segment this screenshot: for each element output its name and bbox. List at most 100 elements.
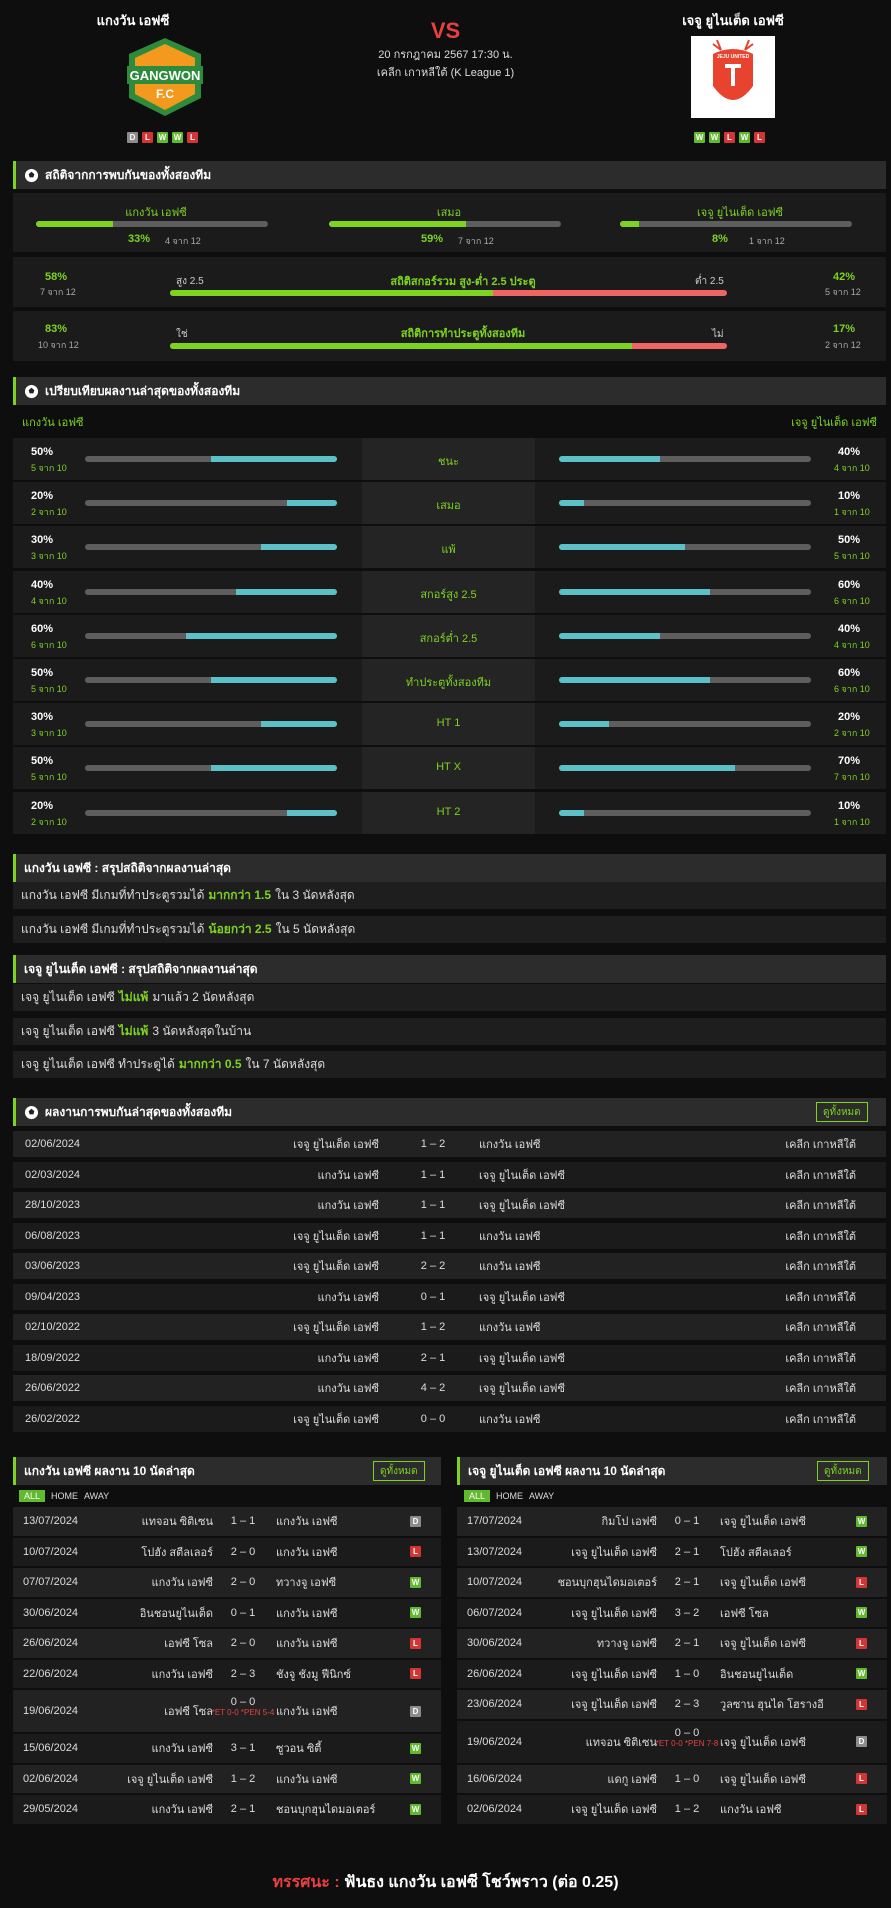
match-home[interactable]: ชอนบุกฮุนไดมอเตอร์: [557, 1577, 657, 1590]
home_last10-row[interactable]: 15/06/2024 แกงวัน เอฟซี 3 – 1 ซูวอน ซิตี้ W: [13, 1734, 441, 1763]
away-last10-see-all-button[interactable]: ดูทั้งหมด: [817, 1461, 869, 1481]
match-away[interactable]: เอฟซี โซล: [720, 1607, 769, 1620]
match-away[interactable]: ทวางจู เอฟซี: [276, 1577, 337, 1590]
h2h-home[interactable]: เจจู ยูไนเต็ด เอฟซี: [293, 1322, 379, 1334]
h2h-result-row[interactable]: 03/06/2023 เจจู ยูไนเต็ด เอฟซี 2 – 2 แกงวัน…: [13, 1253, 886, 1279]
match-home[interactable]: เจจู ยูไนเต็ด เอฟซี: [571, 1699, 657, 1712]
h2h-away[interactable]: เจจู ยูไนเต็ด เอฟซี: [479, 1169, 565, 1182]
h2h-col-label[interactable]: แกงวัน เอฟซี: [125, 207, 187, 219]
h2h-away[interactable]: แกงวัน เอฟซี: [479, 1322, 541, 1334]
home_last10-row[interactable]: 07/07/2024 แกงวัน เอฟซี 2 – 0 ทวางจู เอฟซี W: [13, 1568, 441, 1597]
away_last10-row[interactable]: 13/07/2024 เจจู ยูไนเต็ด เอฟซี 2 – 1 โปฮัง …: [457, 1537, 887, 1566]
match-away[interactable]: แกงวัน เอฟซี: [276, 1773, 338, 1786]
h2h-home[interactable]: แกงวัน เอฟซี: [317, 1291, 380, 1304]
away_last10-row[interactable]: 06/07/2024 เจจู ยูไนเต็ด เอฟซี 3 – 2 เอฟซี …: [457, 1598, 887, 1627]
home_last10-row[interactable]: 19/06/2024 เอฟซี โซล 0 – 0 *ET 0-0 *PEN 5-4…: [13, 1690, 441, 1732]
match-away[interactable]: ซูวอน ซิตี้: [276, 1743, 322, 1756]
h2h-home[interactable]: แกงวัน เอฟซี: [317, 1200, 380, 1212]
home-tab-away[interactable]: AWAY: [84, 1491, 110, 1501]
compare-home-label[interactable]: แกงวัน เอฟซี: [22, 417, 84, 429]
h2h-home[interactable]: เจจู ยูไนเต็ด เอฟซี: [293, 1139, 379, 1151]
match-home[interactable]: แทจอน ซิติเซน: [585, 1736, 657, 1749]
h2h-result-row[interactable]: 26/02/2022 เจจู ยูไนเต็ด เอฟซี 0 – 0 แกงวัน…: [13, 1405, 886, 1432]
h2h-away[interactable]: เจจู ยูไนเต็ด เอฟซี: [479, 1352, 565, 1365]
away_last10-row[interactable]: 10/07/2024 ชอนบุกฮุนไดมอเตอร์ 2 – 1 เจจู ยู…: [457, 1568, 887, 1597]
h2h-col-label[interactable]: เสมอ: [436, 207, 462, 219]
home-last10-see-all-button[interactable]: ดูทั้งหมด: [373, 1461, 425, 1481]
h2h-result-row[interactable]: 18/09/2022 แกงวัน เอฟซี 2 – 1 เจจู ยูไนเต็ด…: [13, 1344, 886, 1371]
h2h-away[interactable]: แกงวัน เอฟซี: [479, 1261, 541, 1273]
home_last10-row[interactable]: 26/06/2024 เอฟซี โซล 2 – 0 แกงวัน เอฟซี L: [13, 1629, 441, 1658]
home_last10-row[interactable]: 10/07/2024 โปฮัง สตีลเลอร์ 2 – 0 แกงวัน เอฟ…: [13, 1537, 441, 1566]
away_last10-row[interactable]: 16/06/2024 แดกู เอฟซี 1 – 0 เจจู ยูไนเต็ด เ…: [457, 1764, 887, 1793]
match-league[interactable]: เคลีก เกาหลีใต้ (K League 1): [376, 67, 515, 79]
away-tab-home[interactable]: HOME: [496, 1491, 524, 1501]
match-away[interactable]: แกงวัน เอฟซี: [276, 1516, 338, 1529]
match-away[interactable]: ชอนบุกฮุนไดมอเตอร์: [276, 1804, 376, 1817]
away-team-logo[interactable]: JEJU UNITED: [691, 36, 775, 118]
match-home[interactable]: เอฟซี โซล: [164, 1706, 213, 1718]
match-away[interactable]: เจจู ยูไนเต็ด เอฟซี: [720, 1638, 806, 1651]
match-away[interactable]: แกงวัน เอฟซี: [276, 1607, 338, 1620]
match-away[interactable]: เจจู ยูไนเต็ด เอฟซี: [720, 1577, 806, 1590]
away_last10-row[interactable]: 30/06/2024 ทวางจู เอฟซี 2 – 1 เจจู ยูไนเต็ด…: [457, 1629, 887, 1658]
away_last10-row[interactable]: 17/07/2024 กิมโป เอฟซี 0 – 1 เจจู ยูไนเต็ด …: [457, 1507, 887, 1536]
home_last10-row[interactable]: 29/05/2024 แกงวัน เอฟซี 2 – 1 ชอนบุกฮุนไดมอ…: [13, 1795, 441, 1824]
match-home[interactable]: เอฟซี โซล: [164, 1638, 213, 1651]
home_last10-row[interactable]: 22/06/2024 แกงวัน เอฟซี 2 – 3 ชังจู ชังมู ฟ…: [13, 1659, 441, 1688]
away-tab-away[interactable]: AWAY: [529, 1491, 555, 1501]
h2h-away[interactable]: แกงวัน เอฟซี: [479, 1413, 541, 1426]
match-away[interactable]: โปฮัง สตีลเลอร์: [720, 1546, 792, 1559]
match-home[interactable]: เจจู ยูไนเต็ด เอฟซี: [571, 1804, 657, 1817]
h2h-col-label[interactable]: เจจู ยูไนเต็ด เอฟซี: [697, 207, 783, 219]
h2h-home[interactable]: เจจู ยูไนเต็ด เอฟซี: [293, 1230, 379, 1243]
match-home[interactable]: แกงวัน เอฟซี: [151, 1577, 214, 1590]
match-away[interactable]: เจจู ยูไนเต็ด เอฟซี: [720, 1736, 806, 1749]
h2h-away[interactable]: เจจู ยูไนเต็ด เอฟซี: [479, 1200, 565, 1212]
compare-away-label[interactable]: เจจู ยูไนเต็ด เอฟซี: [791, 417, 877, 429]
h2h-result-row[interactable]: 26/06/2022 แกงวัน เอฟซี 4 – 2 เจจู ยูไนเต็ด…: [13, 1375, 886, 1401]
match-home[interactable]: อินชอนยูไนเต็ด: [139, 1607, 213, 1620]
match-away[interactable]: แกงวัน เอฟซี: [720, 1804, 782, 1817]
away_last10-row[interactable]: 19/06/2024 แทจอน ซิติเซน 0 – 0 *ET 0-0 *PEN…: [457, 1720, 887, 1763]
h2h-result-row[interactable]: 09/04/2023 แกงวัน เอฟซี 0 – 1 เจจู ยูไนเต็ด…: [13, 1283, 886, 1310]
home_last10-row[interactable]: 30/06/2024 อินชอนยูไนเต็ด 0 – 1 แกงวัน เอฟซ…: [13, 1598, 441, 1627]
match-home[interactable]: ทวางจู เอฟซี: [596, 1638, 657, 1651]
match-away[interactable]: แกงวัน เอฟซี: [276, 1706, 338, 1718]
home_last10-row[interactable]: 02/06/2024 เจจู ยูไนเต็ด เอฟซี 1 – 2 แกงวัน…: [13, 1764, 441, 1793]
h2h-see-all-button[interactable]: ดูทั้งหมด: [816, 1102, 868, 1122]
home_last10-row[interactable]: 13/07/2024 แทจอน ซิติเซน 1 – 1 แกงวัน เอฟซี…: [13, 1507, 441, 1536]
h2h-result-row[interactable]: 02/10/2022 เจจู ยูไนเต็ด เอฟซี 1 – 2 แกงวัน…: [13, 1314, 886, 1340]
h2h-home[interactable]: เจจู ยูไนเต็ด เอฟซี: [293, 1261, 379, 1273]
away-tab-all[interactable]: ALL: [464, 1490, 491, 1502]
match-home[interactable]: แกงวัน เอฟซี: [151, 1743, 214, 1756]
home-team-logo[interactable]: GANGWON F.C: [123, 36, 207, 118]
h2h-away[interactable]: เจจู ยูไนเต็ด เอฟซี: [479, 1291, 565, 1304]
match-away[interactable]: แกงวัน เอฟซี: [276, 1546, 338, 1559]
h2h-home[interactable]: แกงวัน เอฟซี: [317, 1383, 380, 1395]
home-team-name[interactable]: แกงวัน เอฟซี: [96, 13, 170, 28]
match-home[interactable]: แกงวัน เอฟซี: [151, 1668, 214, 1681]
match-away[interactable]: อินชอนยูไนเต็ด: [720, 1668, 794, 1681]
match-home[interactable]: แกงวัน เอฟซี: [151, 1804, 214, 1817]
match-away[interactable]: แกงวัน เอฟซี: [276, 1638, 338, 1651]
match-home[interactable]: กิมโป เอฟซี: [601, 1516, 657, 1529]
h2h-result-row[interactable]: 02/03/2024 แกงวัน เอฟซี 1 – 1 เจจู ยูไนเต็ด…: [13, 1161, 886, 1188]
away_last10-row[interactable]: 26/06/2024 เจจู ยูไนเต็ด เอฟซี 1 – 0 อินชอน…: [457, 1659, 887, 1688]
home-tab-home[interactable]: HOME: [51, 1491, 79, 1501]
h2h-home[interactable]: เจจู ยูไนเต็ด เอฟซี: [293, 1413, 379, 1426]
match-away[interactable]: เจจู ยูไนเต็ด เอฟซี: [720, 1773, 806, 1786]
h2h-home[interactable]: แกงวัน เอฟซี: [317, 1352, 380, 1365]
match-home[interactable]: แทจอน ซิติเซน: [141, 1516, 213, 1529]
match-home[interactable]: เจจู ยูไนเต็ด เอฟซี: [571, 1668, 657, 1681]
h2h-home[interactable]: แกงวัน เอฟซี: [317, 1169, 380, 1182]
h2h-result-row[interactable]: 28/10/2023 แกงวัน เอฟซี 1 – 1 เจจู ยูไนเต็ด…: [13, 1192, 886, 1218]
away_last10-row[interactable]: 23/06/2024 เจจู ยูไนเต็ด เอฟซี 2 – 3 วูลซาน…: [457, 1690, 887, 1719]
h2h-away[interactable]: เจจู ยูไนเต็ด เอฟซี: [479, 1383, 565, 1395]
h2h-away[interactable]: แกงวัน เอฟซี: [479, 1139, 541, 1151]
h2h-result-row[interactable]: 06/08/2023 เจจู ยูไนเต็ด เอฟซี 1 – 1 แกงวัน…: [13, 1222, 886, 1249]
h2h-result-row[interactable]: 02/06/2024 เจจู ยูไนเต็ด เอฟซี 1 – 2 แกงวัน…: [13, 1131, 886, 1157]
h2h-away[interactable]: แกงวัน เอฟซี: [479, 1230, 541, 1243]
away-team-name[interactable]: เจจู ยูไนเต็ด เอฟซี: [682, 13, 784, 28]
home-tab-all[interactable]: ALL: [19, 1490, 46, 1502]
